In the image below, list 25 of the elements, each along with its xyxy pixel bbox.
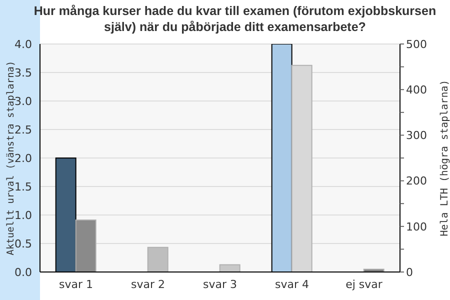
y2-tick-label: 400 — [406, 84, 427, 97]
y2-tick-label: 200 — [406, 174, 427, 188]
y-tick-label: 2.0 — [14, 152, 32, 165]
x-tick-label: svar 3 — [203, 278, 237, 291]
y2-tick-label: 300 — [406, 129, 427, 142]
x-tick-label: svar 1 — [59, 278, 93, 291]
y-tick-label: 1.0 — [14, 208, 32, 222]
y-tick-label: 3.5 — [14, 66, 32, 80]
y-axis-title: Aktuellt urval (vänstra staplarna) — [5, 60, 16, 256]
y-tick-label: 1.5 — [14, 180, 32, 194]
y2-tick-label: 0 — [406, 266, 413, 279]
y-tick-label: 3.0 — [14, 94, 32, 108]
y2-tick-label: 100 — [406, 220, 427, 234]
x-tick-label: ej svar — [346, 278, 383, 291]
y2-tick-label: 500 — [406, 38, 427, 51]
y-tick-label: 4.0 — [14, 38, 32, 51]
bar — [219, 264, 240, 272]
y-tick-label: 0.5 — [14, 237, 32, 250]
y-tick-label: 2.5 — [14, 123, 32, 136]
y2-axis-title: Hela LTH (högra staplarna) — [440, 80, 450, 236]
bar — [147, 246, 168, 272]
chart-title: Hur många kurser hade du kvar till examen (förutom exjobbskursen själv) när du påbörjade ditt examensarbete? — [32, 3, 438, 35]
y-tick-label: 0.0 — [14, 266, 32, 279]
x-tick-label: svar 4 — [275, 278, 309, 291]
x-tick-label: svar 2 — [131, 278, 165, 291]
